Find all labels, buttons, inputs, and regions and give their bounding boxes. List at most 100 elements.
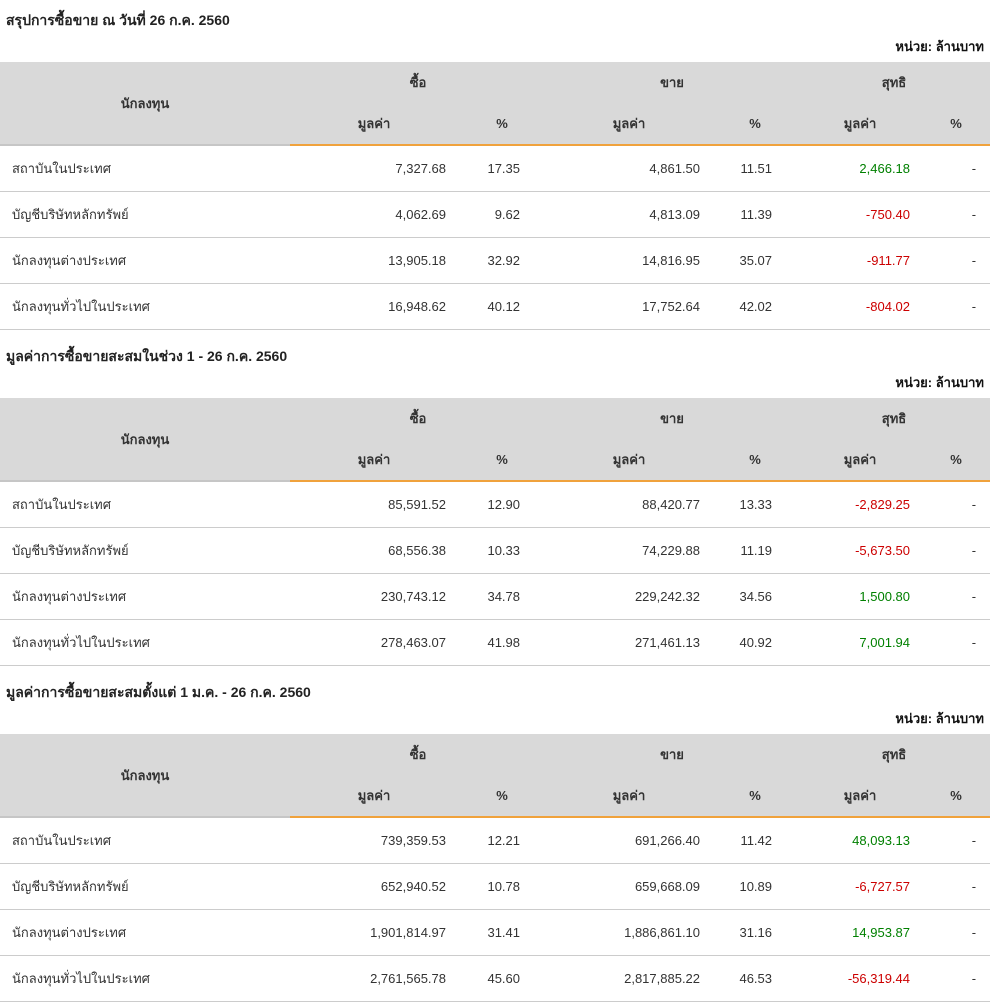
table-header: นักลงทุน ซื้อ ขาย สุทธิ มูลค่า % มูลค่า … — [0, 62, 990, 146]
net-value-cell: -5,673.50 — [798, 527, 923, 574]
investor-cell: นักลงทุนต่างประเทศ — [0, 909, 290, 956]
investor-cell: นักลงทุนต่างประเทศ — [0, 573, 290, 620]
summary-table: นักลงทุน ซื้อ ขาย สุทธิ มูลค่า % มูลค่า … — [0, 734, 990, 1002]
section-title: มูลค่าการซื้อขายสะสมในช่วง 1 - 26 ก.ค. 2… — [6, 348, 288, 364]
column-header-buy-value: มูลค่า — [290, 439, 458, 482]
column-header-buy: ซื้อ — [290, 734, 547, 775]
buy-value-cell: 230,743.12 — [290, 573, 458, 620]
daily-summary-section: สรุปการซื้อขาย ณ วันที่ 26 ก.ค. 2560 หน่… — [0, 10, 990, 330]
buy-percent-cell: 10.78 — [458, 863, 547, 910]
sell-value-cell: 88,420.77 — [546, 481, 713, 528]
table-row: สถาบันในประเทศ 85,591.52 12.90 88,420.77… — [0, 481, 990, 528]
net-value-cell: -6,727.57 — [798, 863, 923, 910]
buy-value-cell: 13,905.18 — [290, 237, 458, 284]
sell-value-cell: 1,886,861.10 — [546, 909, 713, 956]
net-value-cell: 2,466.18 — [798, 145, 923, 192]
net-value-cell: 14,953.87 — [798, 909, 923, 956]
buy-value-cell: 278,463.07 — [290, 619, 458, 666]
sell-percent-cell: 13.33 — [712, 481, 799, 528]
net-value-cell: -911.77 — [798, 237, 923, 284]
sell-percent-cell: 10.89 — [712, 863, 799, 910]
table-row: บัญชีบริษัทหลักทรัพย์ 4,062.69 9.62 4,81… — [0, 191, 990, 238]
column-header-buy: ซื้อ — [290, 398, 547, 439]
column-header-net: สุทธิ — [798, 62, 990, 103]
net-value-cell: -750.40 — [798, 191, 923, 238]
sell-percent-cell: 11.19 — [712, 527, 799, 574]
column-header-sell-value: มูลค่า — [546, 439, 713, 482]
net-percent-cell: - — [922, 481, 990, 528]
net-percent-cell: - — [922, 191, 990, 238]
sell-percent-cell: 34.56 — [712, 573, 799, 620]
table-row: บัญชีบริษัทหลักทรัพย์ 652,940.52 10.78 6… — [0, 863, 990, 910]
unit-label: หน่วย: ล้านบาท — [895, 39, 984, 54]
unit-label: หน่วย: ล้านบาท — [895, 711, 984, 726]
buy-value-cell: 85,591.52 — [290, 481, 458, 528]
buy-percent-cell: 9.62 — [458, 191, 547, 238]
column-header-sell: ขาย — [546, 62, 799, 103]
sell-percent-cell: 31.16 — [712, 909, 799, 956]
column-header-sell: ขาย — [546, 398, 799, 439]
column-header-sell: ขาย — [546, 734, 799, 775]
sell-value-cell: 691,266.40 — [546, 817, 713, 864]
net-value-cell: -804.02 — [798, 283, 923, 330]
sell-percent-cell: 11.42 — [712, 817, 799, 864]
investor-cell: นักลงทุนทั่วไปในประเทศ — [0, 619, 290, 666]
table-row: นักลงทุนต่างประเทศ 230,743.12 34.78 229,… — [0, 573, 990, 620]
sell-value-cell: 17,752.64 — [546, 283, 713, 330]
buy-percent-cell: 34.78 — [458, 573, 547, 620]
column-header-net-value: มูลค่า — [798, 775, 923, 818]
table-row: สถาบันในประเทศ 7,327.68 17.35 4,861.50 1… — [0, 145, 990, 192]
buy-percent-cell: 45.60 — [458, 955, 547, 1002]
investor-cell: นักลงทุนทั่วไปในประเทศ — [0, 955, 290, 1002]
sell-value-cell: 14,816.95 — [546, 237, 713, 284]
buy-value-cell: 1,901,814.97 — [290, 909, 458, 956]
buy-percent-cell: 10.33 — [458, 527, 547, 574]
section-title: มูลค่าการซื้อขายสะสมตั้งแต่ 1 ม.ค. - 26 … — [6, 684, 311, 700]
column-header-investor: นักลงทุน — [0, 398, 290, 482]
investor-cell: นักลงทุนทั่วไปในประเทศ — [0, 283, 290, 330]
table-row: นักลงทุนต่างประเทศ 1,901,814.97 31.41 1,… — [0, 909, 990, 956]
investor-cell: บัญชีบริษัทหลักทรัพย์ — [0, 527, 290, 574]
buy-percent-cell: 12.90 — [458, 481, 547, 528]
column-header-net-percent: % — [922, 439, 990, 482]
summary-table: นักลงทุน ซื้อ ขาย สุทธิ มูลค่า % มูลค่า … — [0, 398, 990, 666]
column-header-net-value: มูลค่า — [798, 103, 923, 146]
net-value-cell: 1,500.80 — [798, 573, 923, 620]
buy-value-cell: 652,940.52 — [290, 863, 458, 910]
year-to-date-section: มูลค่าการซื้อขายสะสมตั้งแต่ 1 ม.ค. - 26 … — [0, 682, 990, 1002]
sell-value-cell: 4,861.50 — [546, 145, 713, 192]
table-header: นักลงทุน ซื้อ ขาย สุทธิ มูลค่า % มูลค่า … — [0, 398, 990, 482]
sell-value-cell: 74,229.88 — [546, 527, 713, 574]
summary-table: นักลงทุน ซื้อ ขาย สุทธิ มูลค่า % มูลค่า … — [0, 62, 990, 330]
buy-percent-cell: 32.92 — [458, 237, 547, 284]
sell-percent-cell: 42.02 — [712, 283, 799, 330]
buy-value-cell: 739,359.53 — [290, 817, 458, 864]
sell-value-cell: 2,817,885.22 — [546, 955, 713, 1002]
table-header: นักลงทุน ซื้อ ขาย สุทธิ มูลค่า % มูลค่า … — [0, 734, 990, 818]
sell-value-cell: 271,461.13 — [546, 619, 713, 666]
table-body: สถาบันในประเทศ 85,591.52 12.90 88,420.77… — [0, 481, 990, 666]
column-header-investor: นักลงทุน — [0, 734, 290, 818]
net-percent-cell: - — [922, 909, 990, 956]
investor-cell: สถาบันในประเทศ — [0, 145, 290, 192]
sell-percent-cell: 35.07 — [712, 237, 799, 284]
table-row: นักลงทุนทั่วไปในประเทศ 278,463.07 41.98 … — [0, 619, 990, 666]
net-value-cell: 48,093.13 — [798, 817, 923, 864]
investor-cell: สถาบันในประเทศ — [0, 481, 290, 528]
column-header-buy-value: มูลค่า — [290, 775, 458, 818]
table-body: สถาบันในประเทศ 7,327.68 17.35 4,861.50 1… — [0, 145, 990, 330]
column-header-sell-value: มูลค่า — [546, 775, 713, 818]
column-header-net-percent: % — [922, 103, 990, 146]
table-row: นักลงทุนทั่วไปในประเทศ 16,948.62 40.12 1… — [0, 283, 990, 330]
column-header-net-value: มูลค่า — [798, 439, 923, 482]
buy-value-cell: 16,948.62 — [290, 283, 458, 330]
investor-cell: นักลงทุนต่างประเทศ — [0, 237, 290, 284]
buy-value-cell: 2,761,565.78 — [290, 955, 458, 1002]
column-header-sell-percent: % — [712, 439, 799, 482]
sell-value-cell: 659,668.09 — [546, 863, 713, 910]
table-row: นักลงทุนทั่วไปในประเทศ 2,761,565.78 45.6… — [0, 955, 990, 1002]
net-percent-cell: - — [922, 573, 990, 620]
column-header-sell-percent: % — [712, 775, 799, 818]
net-percent-cell: - — [922, 527, 990, 574]
